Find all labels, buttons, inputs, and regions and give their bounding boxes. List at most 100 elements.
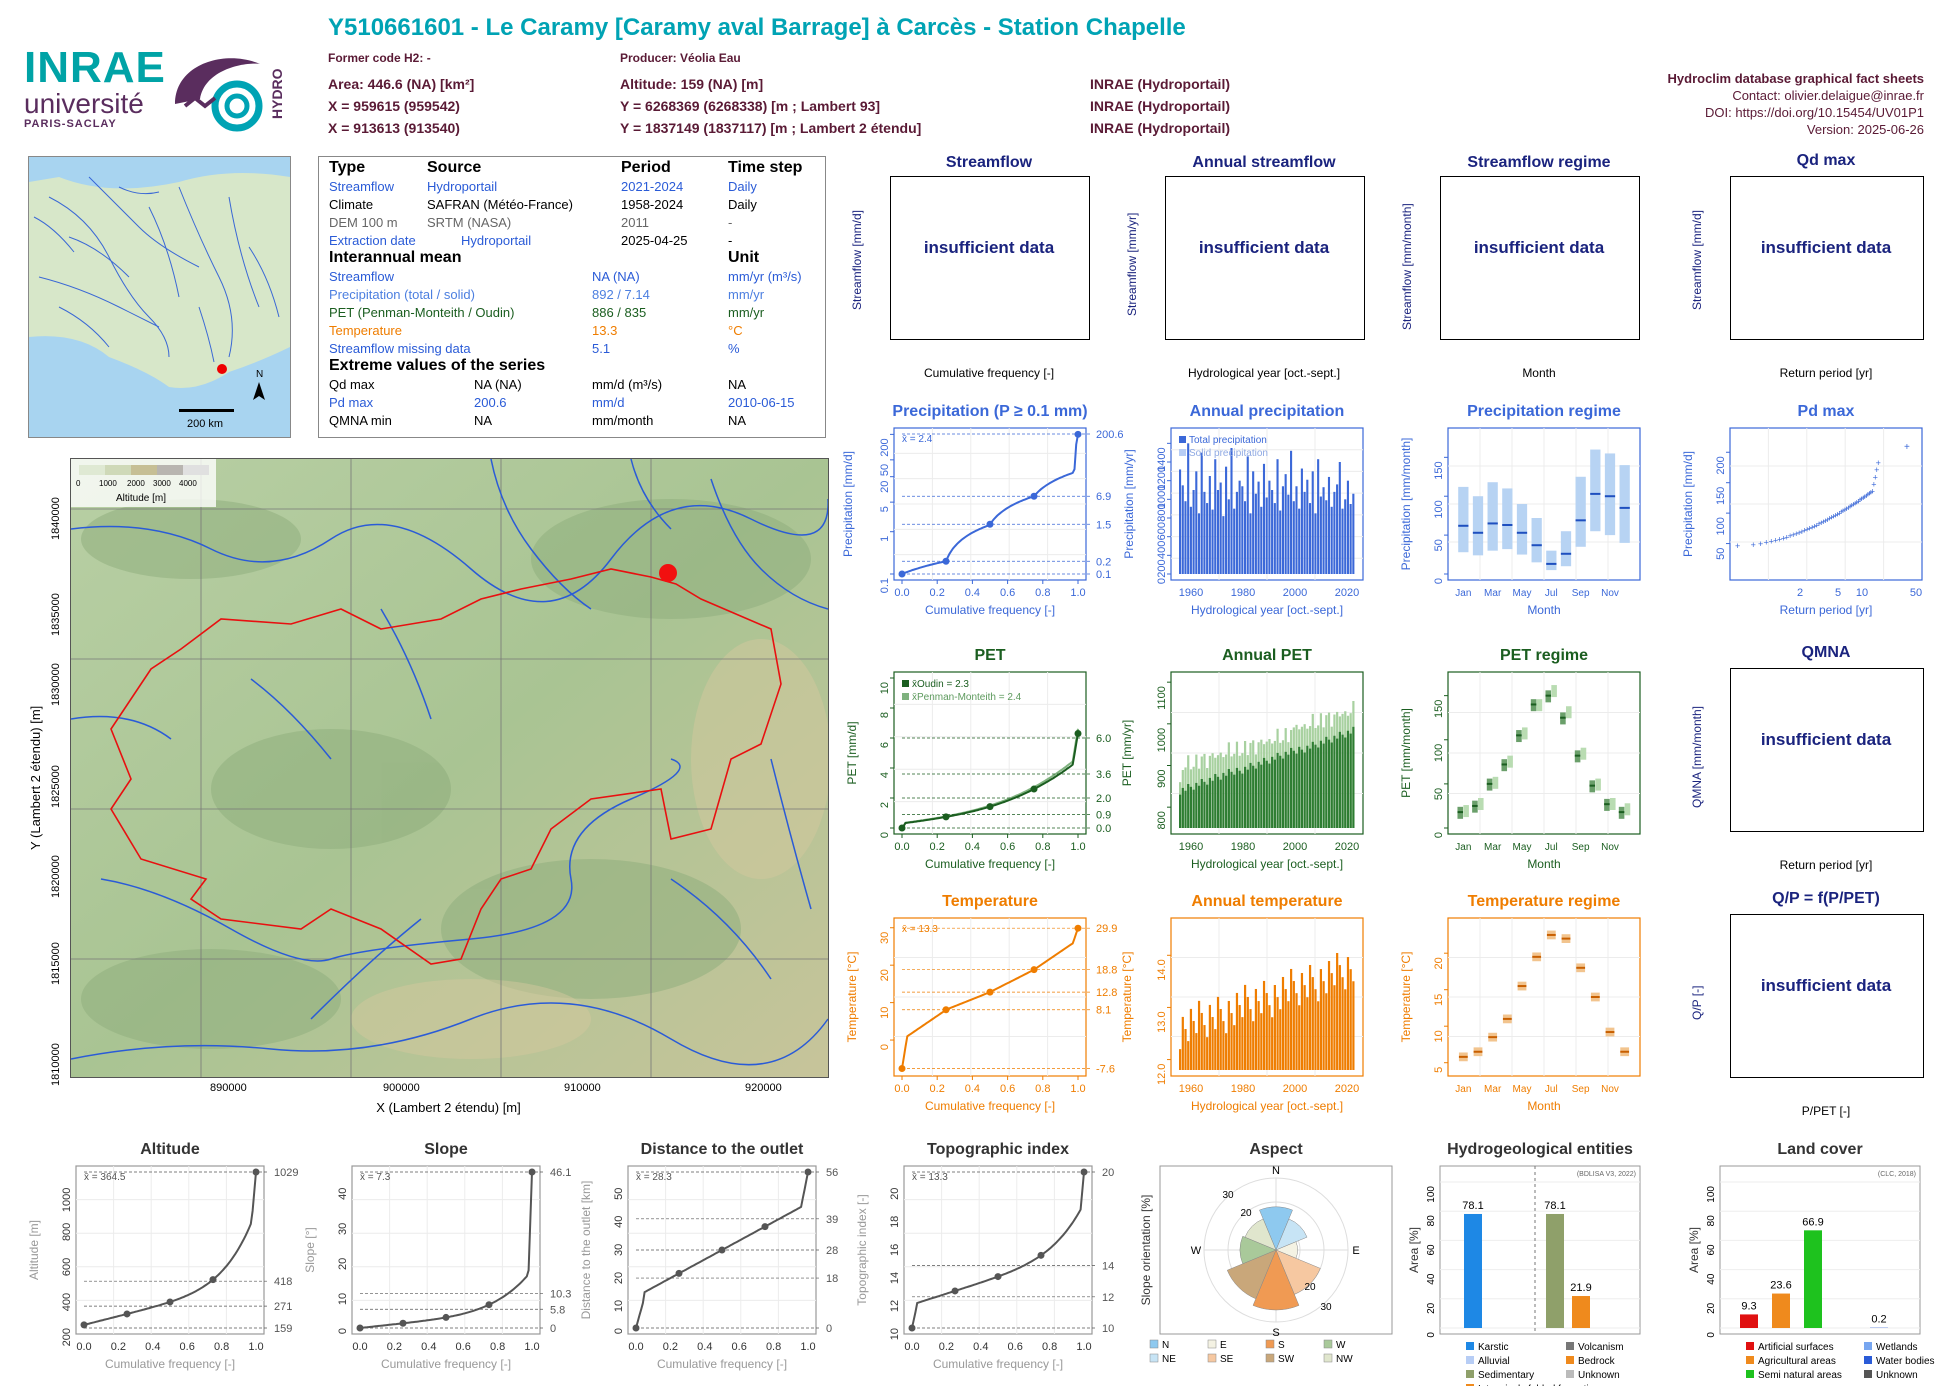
doi-link[interactable]: DOI: https://doi.org/10.15454/UV01P1 xyxy=(1705,105,1924,120)
precip_regime-box xyxy=(1472,496,1484,556)
annual_precip-bar xyxy=(1279,510,1282,574)
precip_regime-xtick: Mar xyxy=(1484,588,1502,599)
precip_regime-box xyxy=(1531,518,1542,563)
aspect-legend-swatch xyxy=(1149,1353,1159,1363)
annual_precip-bar xyxy=(1322,487,1325,574)
annual_pet-bar xyxy=(1252,765,1255,828)
topo-chart: Topographic index Cumulative frequency [-… xyxy=(855,1141,1114,1371)
annual_precip-bar xyxy=(1189,506,1192,574)
annual_temp-bar xyxy=(1184,1029,1187,1070)
distance-right-label: 39 xyxy=(826,1214,838,1226)
distance-ytick: 50 xyxy=(613,1188,625,1200)
pet_cdf-point xyxy=(1030,785,1038,793)
annual_temp-bar xyxy=(1238,1005,1241,1070)
annual_temp-bar xyxy=(1197,1000,1201,1070)
pet_cdf-ylabel: PET [mm/d] xyxy=(845,721,859,784)
annual_temp-bar xyxy=(1246,997,1249,1070)
streamflow-regime-title: Streamflow regime xyxy=(1467,154,1611,171)
landcover-bar-label: 66.9 xyxy=(1802,1216,1823,1228)
qp-msg: insufficient data xyxy=(1760,976,1892,995)
annual_pet-bar xyxy=(1298,746,1301,828)
annual_temp-bar xyxy=(1200,1012,1203,1070)
annual_temp-bar xyxy=(1311,977,1314,1070)
precip_cdf-mean: x̄ = 2.4 xyxy=(902,434,933,445)
annual_precip-bar xyxy=(1306,479,1309,574)
annual_temp-bar xyxy=(1222,1021,1225,1070)
qmna-title: QMNA xyxy=(1801,644,1851,661)
precip_cdf-right-label: 0.2 xyxy=(1096,556,1111,568)
temp_cdf-xlabel: Cumulative frequency [-] xyxy=(925,1099,1055,1113)
pd_max-point: + xyxy=(1764,538,1769,548)
annual_temp-ytick: 12.0 xyxy=(1156,1064,1168,1085)
tr-step-1: Daily xyxy=(728,197,757,212)
annual_temp-bar xyxy=(1208,1004,1211,1070)
pd_max-point: + xyxy=(1827,514,1832,524)
inter-val-3: 13.3 xyxy=(592,323,618,338)
hydrogeo-legend-5: Unknown xyxy=(1578,1370,1620,1381)
distance-point xyxy=(761,1223,769,1231)
streamflow-regime-xlabel: Month xyxy=(1522,366,1556,380)
annual_pet-bar xyxy=(1311,741,1314,828)
annual_precip-bar xyxy=(1230,448,1233,574)
distance-chart: Distance to the outlet Cumulative frequen… xyxy=(579,1141,838,1371)
pd_max-point: + xyxy=(1857,495,1862,505)
pd_max-point: + xyxy=(1802,526,1807,536)
precip_cdf-xtick: 0.6 xyxy=(1000,587,1015,599)
annual_precip-bar xyxy=(1249,513,1252,574)
pd_max-point: + xyxy=(1758,539,1763,549)
annual_temp-bar xyxy=(1260,1013,1263,1070)
annual_precip-bar xyxy=(1197,513,1201,574)
annual_precip-bar xyxy=(1346,480,1349,574)
annual_precip-bar xyxy=(1235,491,1238,574)
aspect-legend-swatch xyxy=(1323,1353,1333,1363)
streamflow-regime-box xyxy=(1440,176,1640,340)
fact-sheet-info: Hydroclim database graphical fact sheets… xyxy=(1668,70,1924,138)
annual_temp-bar xyxy=(1352,981,1355,1070)
annual_temp-bar xyxy=(1281,976,1285,1070)
annual_pet-bar xyxy=(1303,752,1306,828)
annual_pet-bar xyxy=(1179,794,1182,828)
topo-mean: x̄ = 13.3 xyxy=(912,1172,948,1183)
inter-name-1: Precipitation (total / solid) xyxy=(329,287,475,302)
pet_regime-box-pm xyxy=(1492,776,1499,789)
pet_cdf-point xyxy=(1074,730,1082,737)
annual_temp-bar xyxy=(1306,997,1309,1070)
annual_temp-title: Annual temperature xyxy=(1191,893,1342,910)
annual_pet-bar xyxy=(1281,758,1285,828)
precip_regime-box xyxy=(1590,449,1601,532)
hydrogeo-bar xyxy=(1464,1213,1482,1328)
precip_regime-xtick: Jul xyxy=(1545,588,1558,599)
precip_cdf-title: Precipitation (P ≥ 0.1 mm) xyxy=(892,403,1087,420)
precip_cdf-xtick: 0.2 xyxy=(930,587,945,599)
altitude-point xyxy=(123,1310,131,1318)
topo-ytick: 10 xyxy=(889,1328,901,1340)
tr-source-2: SRTM (NASA) xyxy=(427,215,512,230)
annual_precip-bar xyxy=(1327,476,1331,574)
annual_pet-xlabel: Hydrological year [oct.-sept.] xyxy=(1191,857,1343,871)
landcover-legend-swatch xyxy=(1746,1356,1754,1364)
annual_pet-title: Annual PET xyxy=(1222,647,1312,664)
pet_cdf-ytick: 10 xyxy=(879,682,891,694)
distance-xtick: 0.0 xyxy=(628,1341,643,1353)
annual_temp-bar xyxy=(1338,965,1341,1070)
altitude-ytick: 600 xyxy=(61,1258,73,1276)
topo-point xyxy=(1037,1251,1045,1259)
pd_max-point: + xyxy=(1807,524,1812,534)
altitude-ytick: 800 xyxy=(61,1223,73,1241)
annual_temp-bar xyxy=(1330,973,1333,1070)
logo-university: université xyxy=(24,88,144,119)
pd_max-point: + xyxy=(1840,506,1845,516)
inter-name-4: Streamflow missing data xyxy=(329,341,471,356)
precip_cdf-ytick: 50 xyxy=(879,464,891,476)
annual_pet-bar xyxy=(1322,743,1325,828)
streamflow-title: Streamflow xyxy=(945,154,1033,171)
contact: Contact: olivier.delaigue@inrae.fr xyxy=(1732,88,1924,103)
pd_max-point: + xyxy=(1791,530,1796,540)
temp_regime-xlabel: Month xyxy=(1527,1099,1560,1113)
annual_temp-bar xyxy=(1284,989,1287,1070)
hydrogeo-bar-label: 21.9 xyxy=(1570,1282,1591,1294)
landcover-legend-swatch xyxy=(1746,1370,1754,1378)
topo-frame xyxy=(903,1165,1093,1335)
pd_max-point: + xyxy=(1861,493,1866,503)
